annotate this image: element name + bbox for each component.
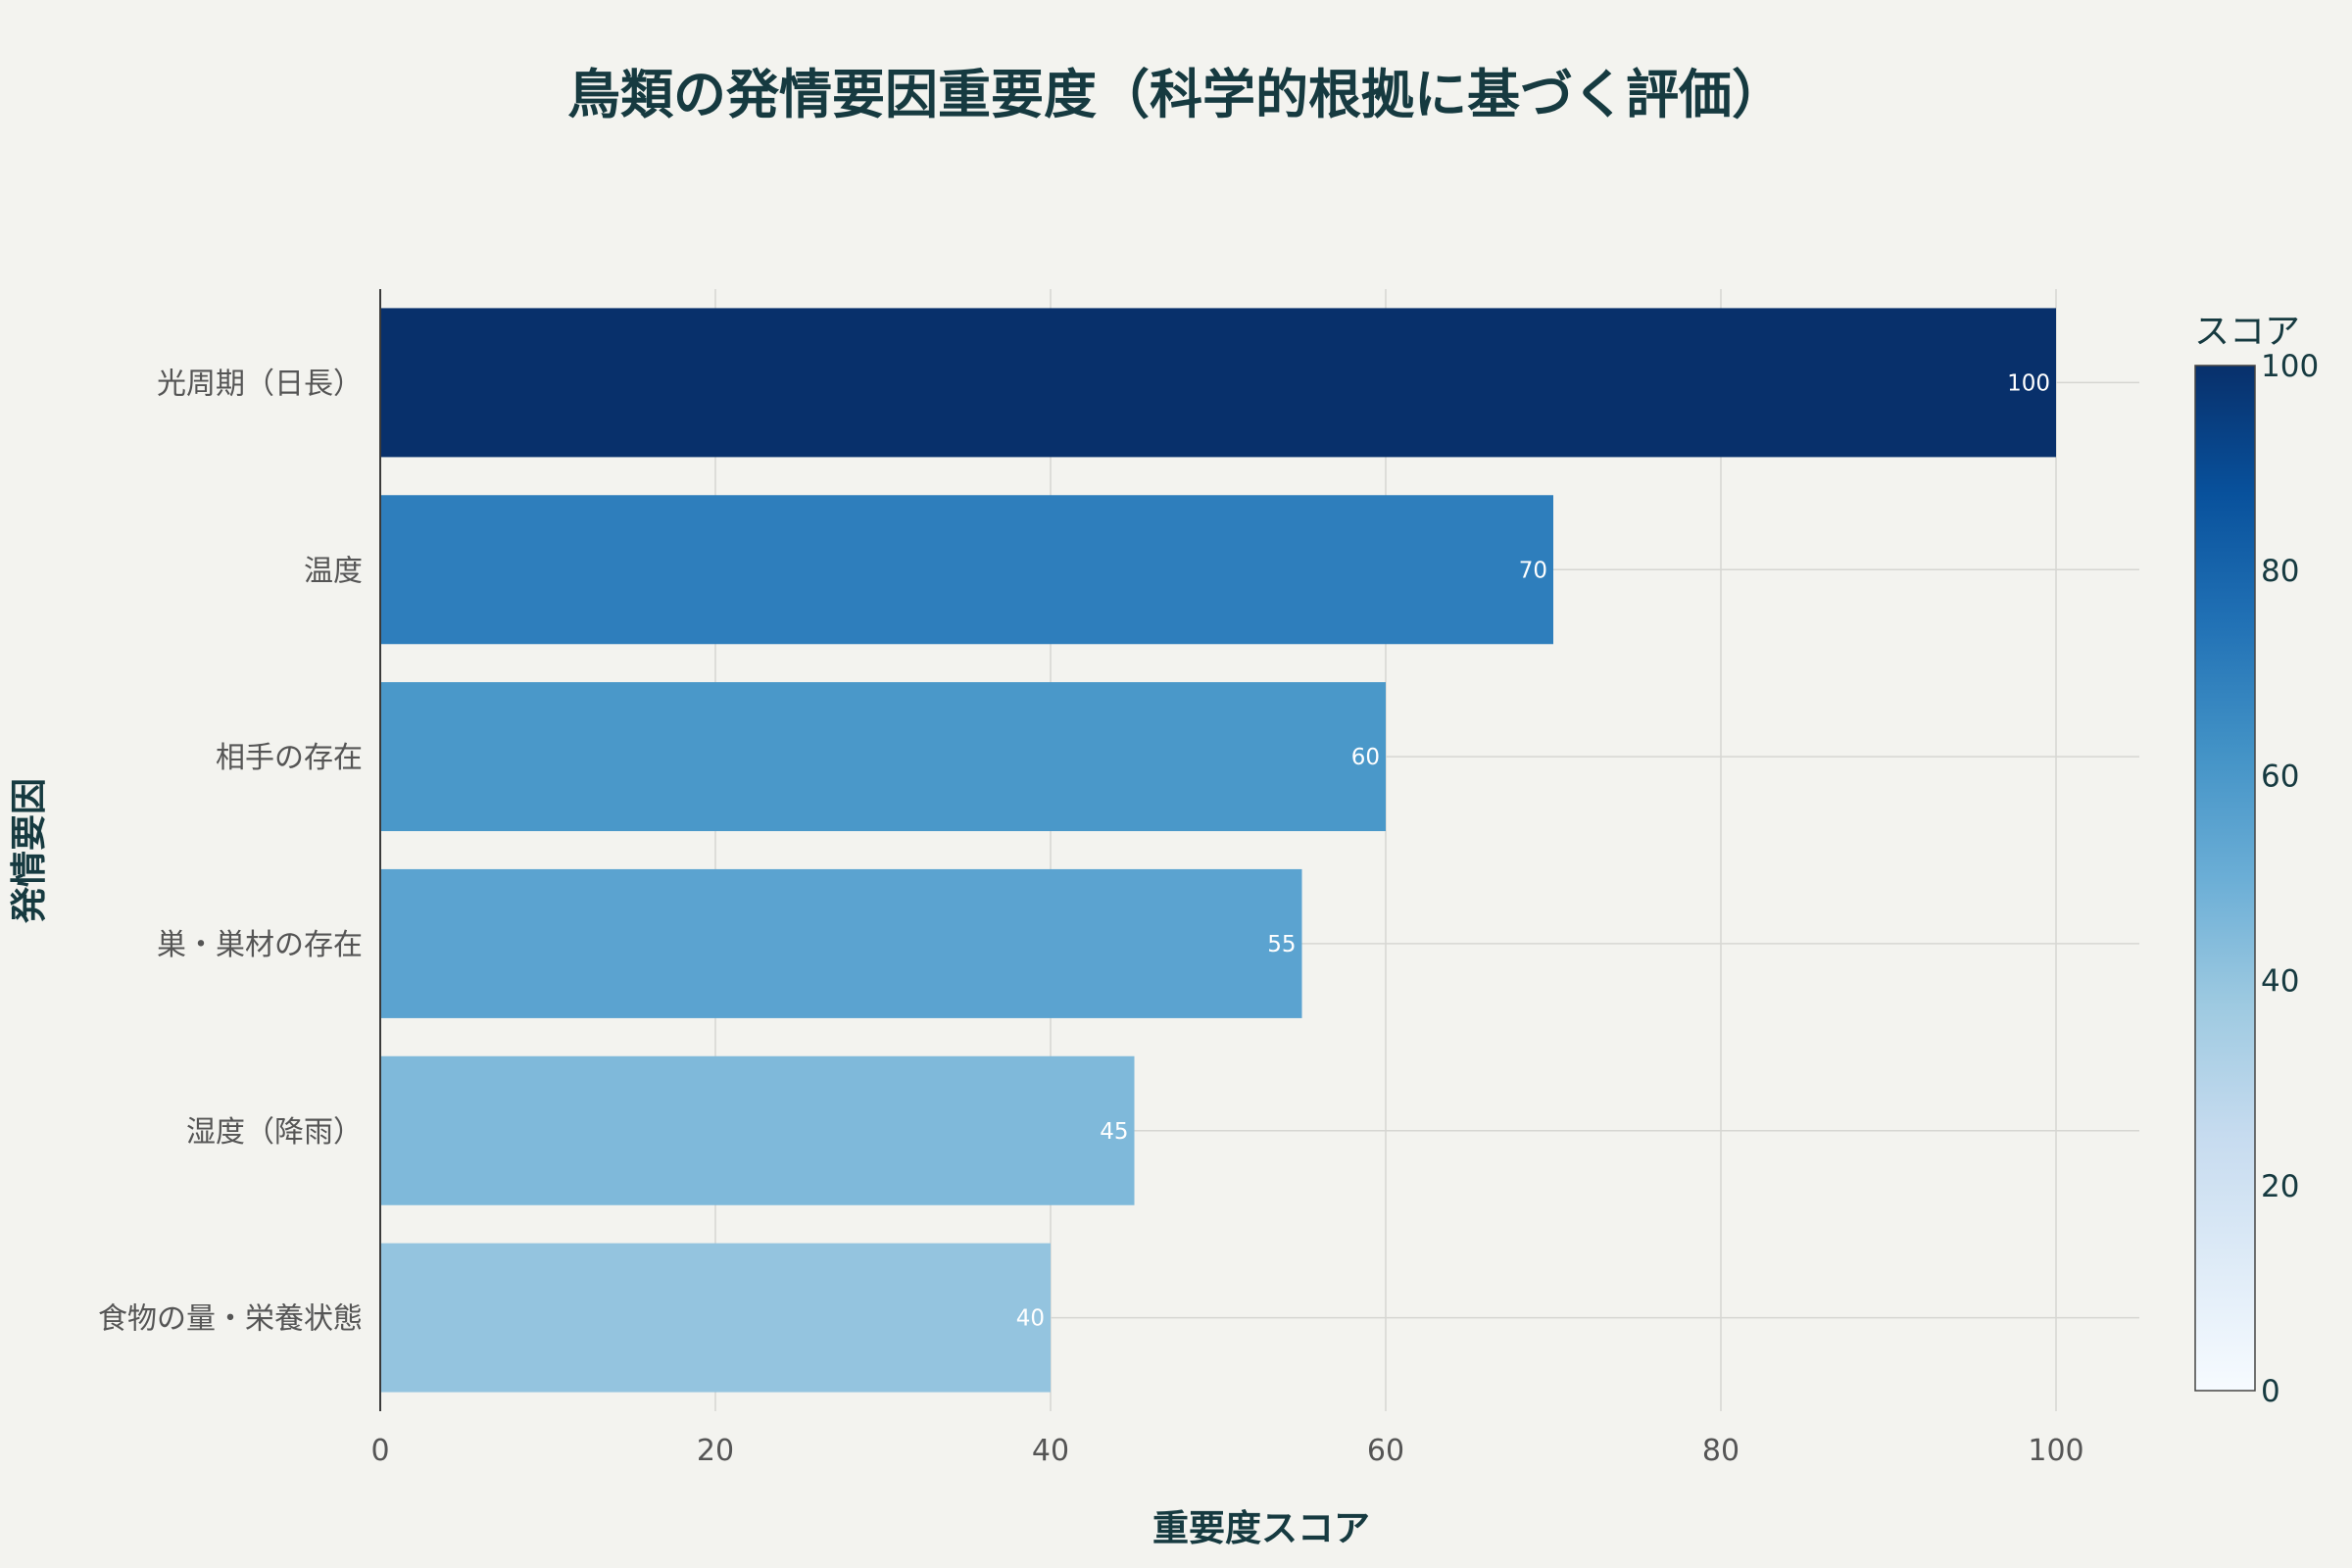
category-label: 食物の量・栄養状態 <box>98 1302 363 1337</box>
bar-value-label: 40 <box>1016 1306 1045 1332</box>
x-tick-label: 100 <box>2028 1434 2083 1468</box>
bar-value-label: 70 <box>1519 558 1547 583</box>
grid <box>379 289 2139 1411</box>
colorbar-ticks: 0 20 40 60 80 100 <box>2261 349 2319 1409</box>
x-tick-label: 0 <box>370 1434 389 1468</box>
x-axis-title: 重要度スコア <box>1152 1507 1370 1549</box>
x-tick-labels: 0 20 40 60 80 100 <box>370 1434 2083 1468</box>
colorbar-tick-label: 60 <box>2261 759 2299 794</box>
bar-value-label: 60 <box>1351 745 1380 770</box>
y-axis-title: 発情要因 <box>8 778 50 924</box>
bar-value-label: 100 <box>2007 370 2050 396</box>
category-label: 温度 <box>304 554 363 588</box>
bar-value-label: 55 <box>1267 932 1296 957</box>
chart-title: 鳥類の発情要因重要度（科学的根拠に基づく評価） <box>567 64 1785 125</box>
x-tick-label: 40 <box>1032 1434 1069 1468</box>
colorbar-tick-label: 80 <box>2261 554 2299 589</box>
bar <box>380 308 2056 458</box>
x-tick-label: 60 <box>1367 1434 1404 1468</box>
category-label: 湿度（降雨） <box>186 1115 363 1150</box>
colorbar-tick-label: 40 <box>2261 964 2299 1000</box>
bar <box>380 495 1553 645</box>
colorbar-tick-label: 20 <box>2261 1169 2299 1204</box>
category-label: 相手の存在 <box>216 741 363 775</box>
colorbar-tick-label: 0 <box>2261 1374 2280 1409</box>
value-labels: 100 70 60 55 45 40 <box>1016 370 2050 1331</box>
category-label: 巣・巣材の存在 <box>157 928 363 962</box>
colorbar: スコア 0 20 40 60 80 100 <box>2194 312 2319 1409</box>
colorbar-gradient <box>2194 365 2256 1392</box>
category-label: 光周期（日長） <box>157 367 363 401</box>
bar <box>380 1055 1135 1205</box>
colorbar-title: スコア <box>2194 312 2300 352</box>
x-tick-label: 20 <box>697 1434 734 1468</box>
bar <box>380 868 1302 1018</box>
bar <box>380 682 1386 832</box>
bar-value-label: 45 <box>1100 1119 1128 1145</box>
bar <box>380 1243 1051 1393</box>
bars <box>380 308 2056 1393</box>
x-tick-label: 80 <box>1702 1434 1740 1468</box>
colorbar-tick-label: 100 <box>2261 349 2319 384</box>
